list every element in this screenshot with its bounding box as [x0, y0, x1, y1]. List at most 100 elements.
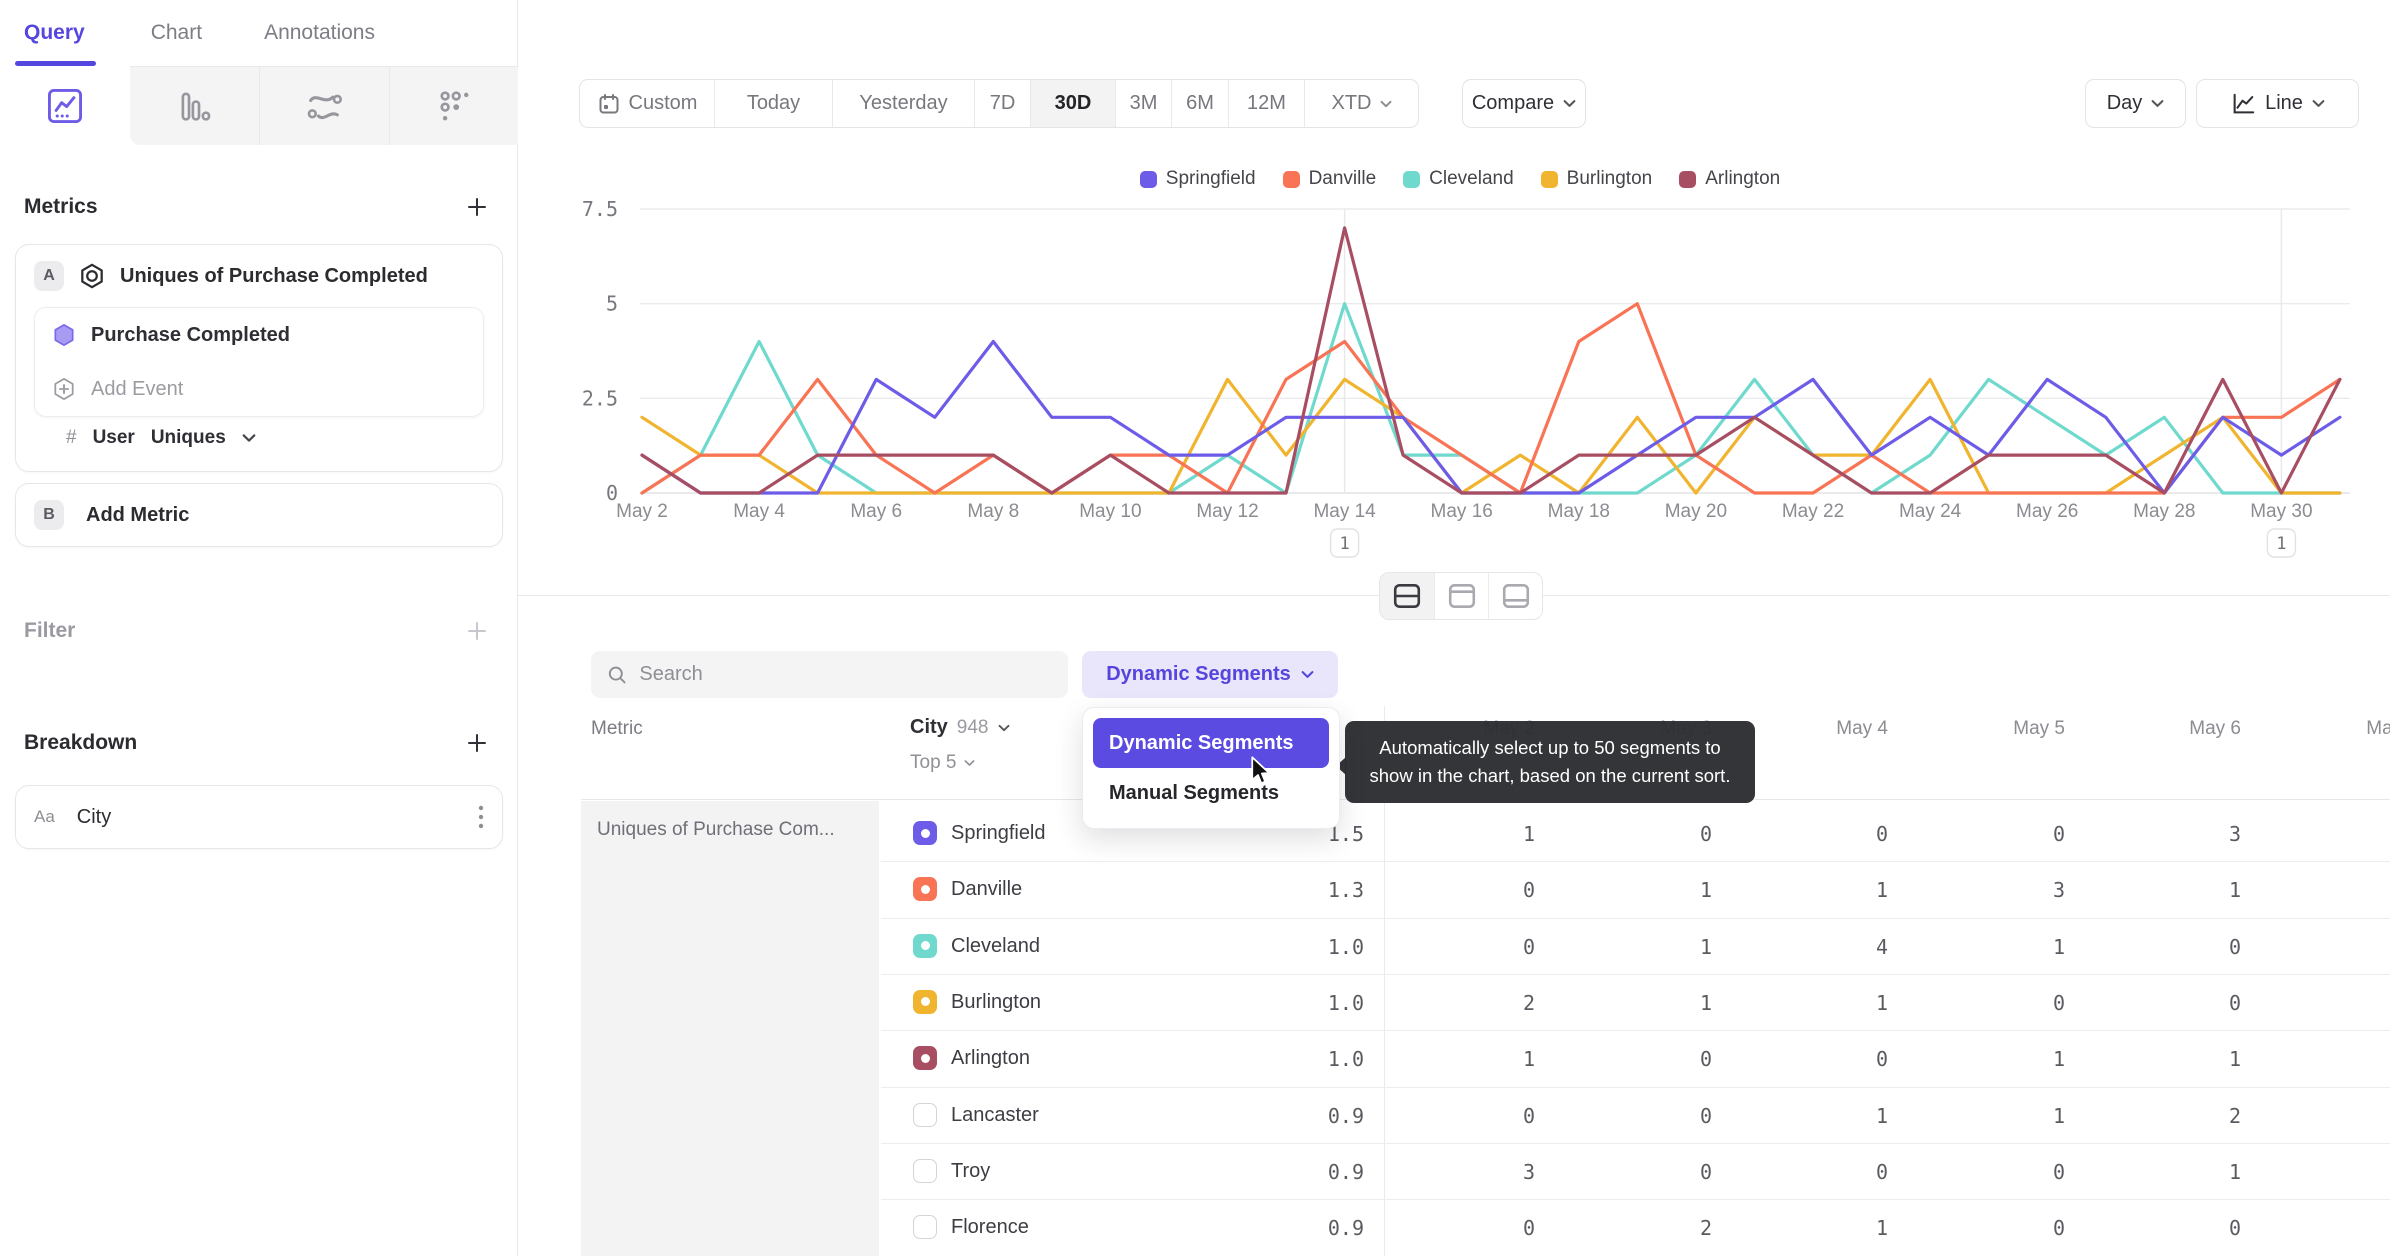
cell-value: 3: [2052, 878, 2065, 903]
segment-search[interactable]: [591, 651, 1068, 698]
segment-label[interactable]: Lancaster: [951, 1103, 1039, 1126]
segment-label[interactable]: Arlington: [951, 1047, 1030, 1070]
add-metric-plus-icon[interactable]: [465, 195, 489, 219]
cell-value: 0: [1522, 934, 1535, 959]
legend-item-springfield[interactable]: Springfield: [1139, 168, 1256, 190]
legend-item-arlington[interactable]: Arlington: [1679, 168, 1780, 190]
chevron-down-icon: [2151, 100, 2164, 107]
legend-label: Arlington: [1705, 168, 1781, 189]
range-6m[interactable]: 6M: [1171, 80, 1228, 127]
segment-label[interactable]: Cleveland: [951, 934, 1040, 957]
cell-value: 0: [2228, 1216, 2241, 1241]
granularity-button[interactable]: Day: [2085, 79, 2186, 128]
chart-type-bar-tab[interactable]: [129, 66, 259, 145]
measure-row[interactable]: # User Uniques: [66, 427, 256, 449]
segment-checkbox-arlington[interactable]: [913, 1046, 937, 1071]
segment-label[interactable]: Danville: [951, 878, 1023, 901]
segment-checkbox-springfield[interactable]: [913, 821, 937, 845]
segment-checkbox-cleveland[interactable]: [913, 933, 937, 958]
event-row[interactable]: Purchase Completed: [35, 308, 483, 362]
line-chart-icon: [45, 86, 85, 126]
segments-mode-button[interactable]: Dynamic Segments: [1082, 651, 1338, 698]
range-custom[interactable]: Custom: [580, 80, 714, 127]
metric-card-b[interactable]: B Add Metric: [15, 483, 503, 547]
compare-button[interactable]: Compare: [1462, 79, 1586, 128]
line-chart[interactable]: 0 2.5 5 7.5 1 1 May 2 May 4 May 6 May 8 May 10 May …: [560, 195, 2360, 570]
chart-legend: Springfield Danville Cleveland Burlington Ar…: [560, 168, 2360, 190]
svg-text:May 4: May 4: [733, 501, 785, 522]
cell-value: 3: [1522, 1159, 1535, 1184]
segment-label[interactable]: Burlington: [951, 990, 1042, 1013]
tab-query[interactable]: Query: [24, 21, 85, 44]
chart-type-scatter-tab[interactable]: [388, 66, 518, 145]
cell-value: 1: [2228, 878, 2241, 903]
segment-checkbox-lancaster[interactable]: [913, 1102, 937, 1127]
segment-label[interactable]: Florence: [951, 1216, 1029, 1239]
segment-checkbox-florence[interactable]: [913, 1215, 937, 1240]
cell-value: 2: [1522, 990, 1535, 1015]
annotation-badge[interactable]: [2266, 528, 2297, 558]
range-30d[interactable]: 30D: [1030, 80, 1115, 127]
search-icon: [608, 666, 626, 683]
svg-text:1: 1: [1339, 534, 1349, 554]
search-input[interactable]: [639, 663, 1052, 686]
breakdown-city-card[interactable]: Aa City: [15, 785, 503, 849]
metric-a-title[interactable]: Uniques of Purchase Completed: [120, 264, 428, 287]
chart-type-line-tab[interactable]: [0, 66, 130, 145]
chart-style-button[interactable]: Line: [2196, 79, 2359, 128]
group-name[interactable]: City: [910, 716, 948, 738]
date-header[interactable]: May 4: [1836, 718, 1888, 739]
segment-checkbox-burlington[interactable]: [913, 989, 937, 1014]
series-line-burlington[interactable]: [640, 377, 2342, 495]
add-breakdown-plus-icon[interactable]: [465, 731, 489, 755]
cell-value: 0: [1875, 1047, 1888, 1072]
layout-panel-bottom-button[interactable]: [1488, 573, 1542, 619]
series-line-danville[interactable]: [640, 302, 2342, 495]
segment-label[interactable]: Troy: [951, 1159, 991, 1182]
cell-value: 1: [2228, 1047, 2241, 1072]
date-header[interactable]: May 5: [2013, 718, 2065, 739]
top-n-label[interactable]: Top 5: [910, 752, 957, 773]
range-xtd[interactable]: XTD: [1304, 80, 1418, 127]
legend-item-burlington[interactable]: Burlington: [1540, 168, 1652, 190]
legend-item-cleveland[interactable]: Cleveland: [1403, 168, 1514, 190]
segment-checkbox-troy[interactable]: [913, 1158, 937, 1183]
add-filter-plus-icon[interactable]: [465, 619, 489, 643]
range-7d[interactable]: 7D: [974, 80, 1030, 127]
legend-item-danville[interactable]: Danville: [1282, 168, 1376, 190]
layout-toggle-group: [1379, 572, 1543, 620]
layout-panel-top-button[interactable]: [1434, 573, 1488, 619]
add-event-row[interactable]: Add Event: [35, 362, 483, 416]
range-today[interactable]: Today: [714, 80, 832, 127]
cell-value: 2: [2228, 1103, 2241, 1128]
range-12m[interactable]: 12M: [1228, 80, 1304, 127]
date-header[interactable]: May 6: [2189, 718, 2241, 739]
series-line-springfield[interactable]: [640, 339, 2342, 495]
range-yesterday[interactable]: Yesterday: [832, 80, 974, 127]
series-line-arlington[interactable]: [640, 226, 2342, 495]
menu-item-manual-segments[interactable]: Manual Segments: [1109, 781, 1280, 804]
tab-annotations[interactable]: Annotations: [264, 21, 375, 44]
calendar-icon: [599, 93, 619, 113]
segment-label[interactable]: Springfield: [951, 822, 1046, 844]
menu-item-dynamic-segments[interactable]: Dynamic Segments: [1093, 718, 1329, 768]
chevron-down-icon[interactable]: [998, 724, 1010, 732]
kebab-menu-icon[interactable]: [478, 804, 484, 830]
layout-split-horizontal-button[interactable]: [1380, 573, 1434, 619]
date-header[interactable]: May 7: [2366, 718, 2390, 739]
range-3m[interactable]: 3M: [1115, 80, 1171, 127]
segment-checkbox-danville[interactable]: [913, 877, 937, 902]
cell-value: 1: [1522, 1047, 1535, 1072]
chart-type-flow-tab[interactable]: [259, 66, 389, 145]
svg-text:May 20: May 20: [1665, 501, 1727, 522]
metric-cell-text: Uniques of Purchase Com...: [597, 819, 835, 840]
row-divider: [881, 1142, 2390, 1144]
tab-chart[interactable]: Chart: [150, 21, 203, 44]
chevron-down-icon[interactable]: [964, 759, 975, 767]
svg-text:May 12: May 12: [1196, 501, 1258, 522]
filter-title: Filter: [24, 619, 76, 642]
annotation-badge[interactable]: [1329, 528, 1360, 558]
cell-value: 0: [2052, 1216, 2065, 1241]
svg-text:May 14: May 14: [1313, 501, 1376, 522]
